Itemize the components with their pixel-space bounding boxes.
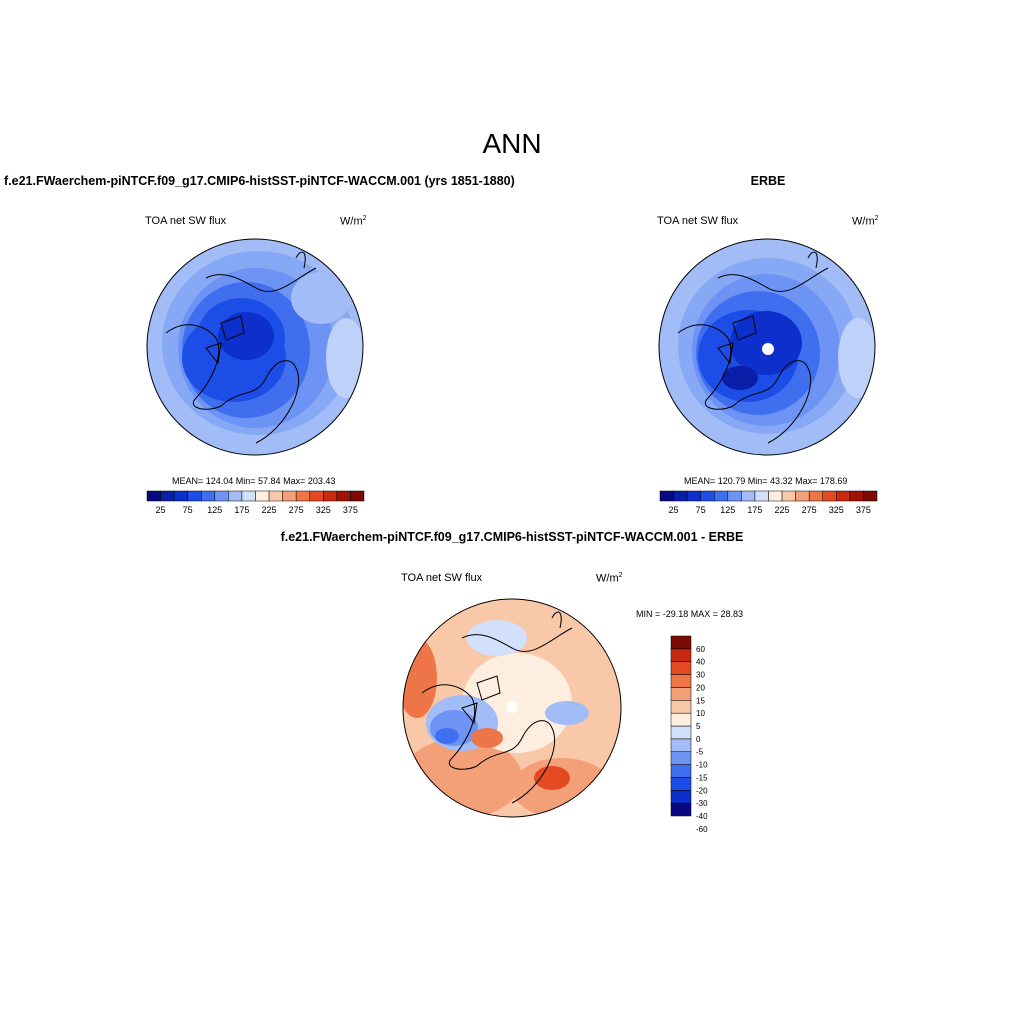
diff-colorbar-tick-label: -20 — [696, 786, 708, 795]
diff-colorbar-swatch — [670, 802, 692, 817]
obs-colorbar-swatch — [727, 490, 742, 502]
model-panel-title: f.e21.FWaerchem-piNTCF.f09_g17.CMIP6-his… — [4, 174, 515, 188]
model-stats: MEAN= 124.04 Min= 57.84 Max= 203.43 — [172, 476, 336, 486]
obs-colorbar-tick-label: 125 — [720, 505, 735, 515]
model-colorbar-tick-label: 275 — [289, 505, 304, 515]
diff-colorbar-tick-label: -10 — [696, 761, 708, 770]
diff-colorbar-swatch — [670, 661, 692, 675]
model-colorbar-swatch — [309, 490, 324, 502]
diff-colorbar-swatch — [670, 712, 692, 727]
model-colorbar-tick-label: 175 — [234, 505, 249, 515]
model-colorbar-swatch — [173, 490, 188, 502]
diff-colorbar-swatch — [670, 648, 692, 662]
model-variable-label: TOA net SW flux — [145, 215, 227, 227]
model-units-label: W/m2 — [340, 215, 367, 228]
model-colorbar-tick-label: 25 — [156, 505, 166, 515]
obs-colorbar-tick-label: 175 — [747, 505, 762, 515]
diff-colorbar-swatch — [670, 790, 692, 804]
obs-colorbar-swatch — [741, 490, 756, 502]
model-colorbar-swatch — [241, 490, 256, 502]
model-colorbar-swatch — [268, 490, 283, 502]
obs-colorbar-swatch — [849, 490, 864, 502]
obs-colorbar-tick-label: 325 — [829, 505, 844, 515]
model-colorbar-swatch — [187, 490, 202, 502]
diff-colorbar-tick-label: -5 — [696, 748, 704, 757]
obs-stats: MEAN= 120.79 Min= 43.32 Max= 178.69 — [684, 476, 848, 486]
obs-colorbar-swatch — [863, 490, 878, 502]
diff-colorbar-tick-label: -30 — [696, 799, 708, 808]
diff-variable-label: TOA net SW flux — [401, 572, 483, 584]
diff-colorbar-tick-label: -15 — [696, 773, 708, 782]
obs-colorbar-swatch — [781, 490, 796, 502]
diff-colorbar-swatch — [670, 635, 692, 650]
obs-colorbar-swatch — [673, 490, 688, 502]
diff-colorbar-tick-label: 20 — [696, 683, 705, 692]
model-colorbar-swatch — [255, 490, 270, 502]
diff-stats: MIN = -29.18 MAX = 28.83 — [636, 609, 744, 619]
obs-colorbar-swatch — [808, 490, 823, 502]
obs-colorbar-swatch — [700, 490, 715, 502]
model-polar-map — [146, 238, 364, 456]
obs-colorbar-swatch — [686, 490, 701, 502]
model-colorbar-swatch — [336, 490, 351, 502]
model-colorbar-swatch — [214, 490, 229, 502]
obs-colorbar-swatch — [836, 490, 851, 502]
model-colorbar-swatch — [228, 490, 243, 502]
model-colorbar-tick-label: 75 — [183, 505, 193, 515]
obs-panel-title: ERBE — [750, 174, 786, 188]
obs-colorbar-swatch — [822, 490, 837, 502]
obs-colorbar-tick-label: 225 — [775, 505, 790, 515]
diff-colorbar-tick-label: -60 — [696, 825, 708, 834]
model-colorbar-swatch — [350, 490, 365, 502]
diff-colorbar-tick-label: 5 — [696, 722, 701, 731]
diff-colorbar-swatch — [670, 777, 692, 791]
obs-colorbar-tick-label: 375 — [856, 505, 871, 515]
model-colorbar-swatch — [160, 490, 175, 502]
model-colorbar-tick-label: 125 — [207, 505, 222, 515]
obs-colorbar-swatch — [768, 490, 783, 502]
obs-polar-map — [658, 238, 876, 456]
model-colorbar-swatch — [295, 490, 310, 502]
model-colorbar-tick-label: 375 — [343, 505, 358, 515]
model-colorbar-tick-label: 225 — [262, 505, 277, 515]
main-title: ANN — [482, 128, 542, 159]
model-colorbar-tick-label: 325 — [316, 505, 331, 515]
obs-colorbar-swatch — [714, 490, 729, 502]
diff-colorbar-tick-label: -40 — [696, 812, 708, 821]
model-colorbar-swatch — [282, 490, 297, 502]
diff-colorbar-tick-label: 30 — [696, 671, 705, 680]
obs-colorbar-swatch — [795, 490, 810, 502]
obs-units-label: W/m2 — [852, 215, 879, 228]
diff-colorbar-tick-label: 0 — [696, 735, 701, 744]
diff-colorbar-swatch — [670, 700, 692, 714]
diff-units-label: W/m2 — [596, 572, 623, 585]
obs-colorbar-swatch — [754, 490, 769, 502]
obs-colorbar-tick-label: 75 — [696, 505, 706, 515]
model-colorbar: 25 75 125 175 225 275 325 375 — [146, 490, 365, 515]
model-colorbar-swatch — [323, 490, 338, 502]
diff-colorbar-tick-label: 10 — [696, 709, 705, 718]
obs-colorbar-tick-label: 25 — [669, 505, 679, 515]
diff-colorbar: 60 40 30 20 15 10 5 0 -5 -10 -15 -20 -30 -40 -60 — [670, 635, 708, 834]
diff-colorbar-tick-label: 40 — [696, 658, 705, 667]
obs-colorbar: 25 75 125 175 225 275 325 375 — [659, 490, 878, 515]
obs-colorbar-swatch — [659, 490, 674, 502]
diff-colorbar-swatch — [670, 674, 692, 688]
diff-colorbar-tick-label: 15 — [696, 696, 705, 705]
diff-colorbar-swatch — [670, 764, 692, 778]
diff-colorbar-tick-label: 60 — [696, 645, 705, 654]
model-colorbar-swatch — [146, 490, 161, 502]
diff-colorbar-swatch — [670, 687, 692, 701]
diff-polar-map — [402, 598, 622, 818]
diff-colorbar-swatch — [670, 738, 692, 752]
model-colorbar-swatch — [201, 490, 216, 502]
obs-variable-label: TOA net SW flux — [657, 215, 739, 227]
diff-colorbar-swatch — [670, 751, 692, 765]
diff-colorbar-swatch — [670, 725, 692, 740]
diff-panel-title: f.e21.FWaerchem-piNTCF.f09_g17.CMIP6-his… — [280, 530, 744, 544]
obs-colorbar-tick-label: 275 — [802, 505, 817, 515]
